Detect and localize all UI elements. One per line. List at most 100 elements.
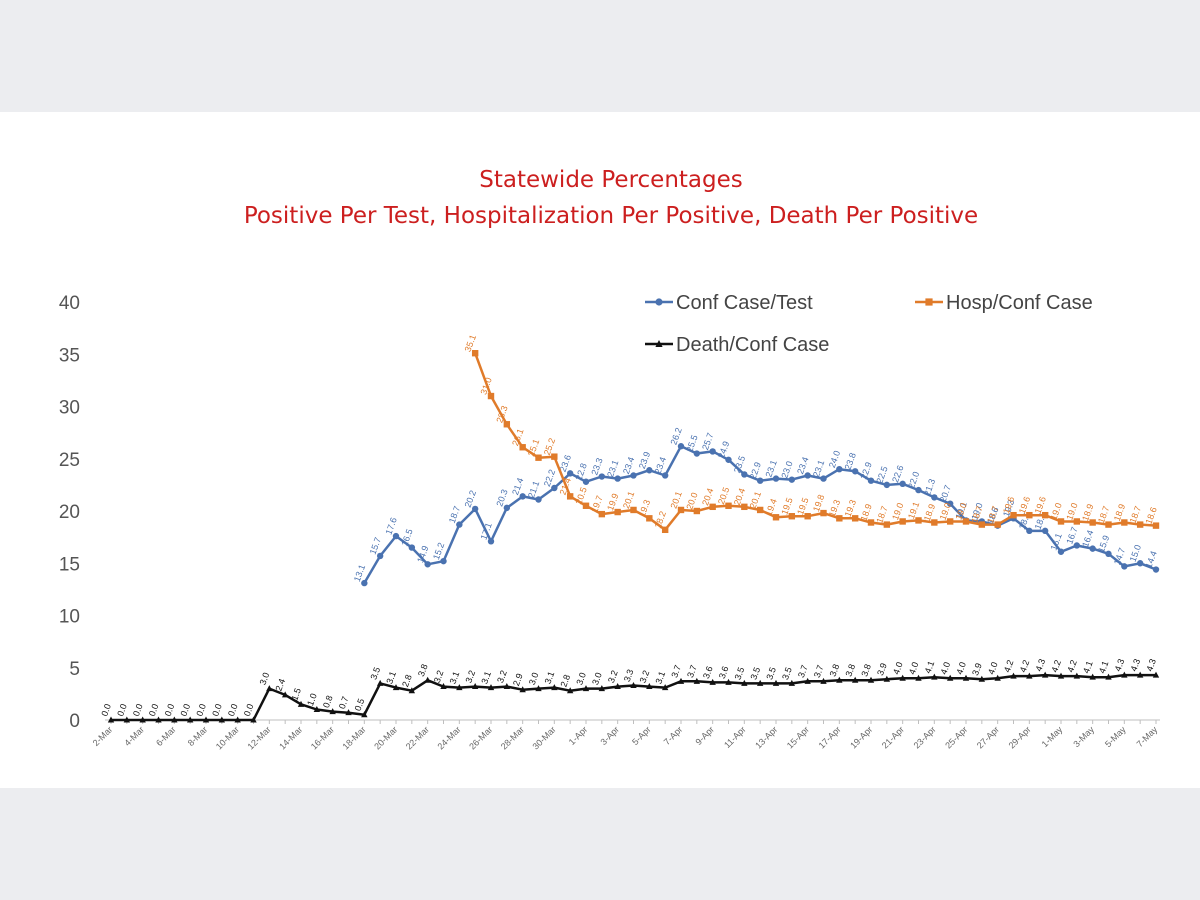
data-point [1089,519,1096,526]
data-label: 0.0 [163,702,177,717]
data-point [725,502,732,509]
y-tick-label: 0 [69,711,80,732]
data-point [1089,673,1096,680]
x-tick-label: 21-Apr [880,724,906,750]
series-layer: 13.115.717.616.514.9 15.218.720.217.120.3… [99,333,1160,723]
data-label: 3.8 [828,663,842,678]
data-point [978,675,986,682]
data-point [677,506,685,514]
data-point [107,716,115,723]
data-point [281,691,289,698]
x-tick-label: 28-Mar [499,724,526,751]
data-point [756,679,764,686]
data-label: 4.2 [1065,658,1079,673]
data-point [598,473,606,480]
y-tick-label: 10 [59,607,80,628]
x-tick-label: 10-Mar [214,724,241,751]
x-tick-label: 7-Apr [662,724,685,747]
data-point [646,683,653,690]
series-death-conf-case: 0.0 0.0 0.0 0.0 0.0 0.0 0.0 0.0 0.0 0.03.0 2.41.5 1… [99,657,1160,723]
data-label: 3.1 [654,670,668,685]
data-point [788,476,796,483]
x-tick-label: 3-May [1071,724,1096,749]
data-point [1057,518,1065,525]
data-point [614,475,621,482]
data-point [171,716,178,723]
data-label: 4.0 [891,661,905,676]
data-label: 3.2 [638,669,652,684]
data-point [851,515,859,522]
data-point [582,502,590,509]
chart-subtitle: Positive Per Test, Hospitalization Per P… [244,203,978,229]
data-point [1057,548,1065,555]
data-point [1105,550,1112,558]
data-point [487,538,495,545]
x-tick-label: 25-Apr [943,724,969,750]
y-tick-label: 30 [59,398,80,419]
data-point [1010,672,1017,679]
x-tick-label: 12-Mar [246,724,273,751]
data-point [804,677,811,684]
data-label: 0.0 [131,702,145,717]
data-label: 0.5 [353,697,367,712]
data-label: 1.5 [289,687,303,702]
x-tick-label: 9-Apr [693,724,716,747]
data-point [1136,521,1144,528]
data-point [725,678,732,685]
data-point [1073,542,1081,549]
data-label: 3.9 [970,662,984,677]
data-label: 2.8 [559,673,573,688]
y-tick-label: 20 [59,502,80,523]
y-tick-label: 40 [59,293,80,314]
x-tick-label: 1-Apr [567,724,590,747]
data-point [614,508,621,516]
legend-item: Death/Conf Case [645,334,829,356]
data-point [867,519,875,526]
data-point [677,443,685,450]
data-point [756,477,764,484]
data-point [234,716,241,723]
data-point [1136,560,1144,567]
data-point [1073,672,1081,679]
legend-marker [655,298,663,306]
x-tick-label: 18-Mar [341,724,368,751]
data-point [851,468,859,475]
data-point [804,472,811,479]
data-point [471,505,479,513]
data-point [487,684,495,691]
data-point [266,685,273,692]
data-point [915,486,922,494]
data-label: 3.5 [733,666,747,681]
data-point [297,700,305,707]
data-label: 4.1 [923,660,937,675]
data-point [408,544,416,551]
data-label: 4.3 [1129,657,1143,672]
y-axis: 0 5 10 15 20 25 30 35 40 [59,293,80,732]
data-point [883,521,891,528]
data-point [408,687,416,694]
x-tick-label: 17-Apr [817,724,843,750]
data-point [1105,521,1112,528]
x-tick-label: 14-Mar [277,724,304,751]
data-label: 0.0 [226,702,240,717]
x-tick-label: 19-Apr [848,724,874,750]
data-label: 3.3 [622,668,636,683]
data-label: 0.8 [321,694,335,709]
data-point [883,481,891,489]
data-label: 3.0 [258,671,272,686]
data-point [503,504,511,512]
data-point [851,676,859,683]
data-point [931,673,938,680]
data-label: 3.8 [859,663,873,678]
data-point [376,552,384,560]
data-point [994,521,1001,528]
data-point [709,503,716,511]
data-point [772,514,780,521]
y-tick-label: 25 [59,450,80,471]
data-label: 3.2 [495,669,509,684]
data-point [202,716,210,723]
data-label: 4.3 [1034,657,1048,672]
data-point [1105,673,1112,680]
data-label: 0.7 [337,695,351,710]
data-point [661,526,669,534]
